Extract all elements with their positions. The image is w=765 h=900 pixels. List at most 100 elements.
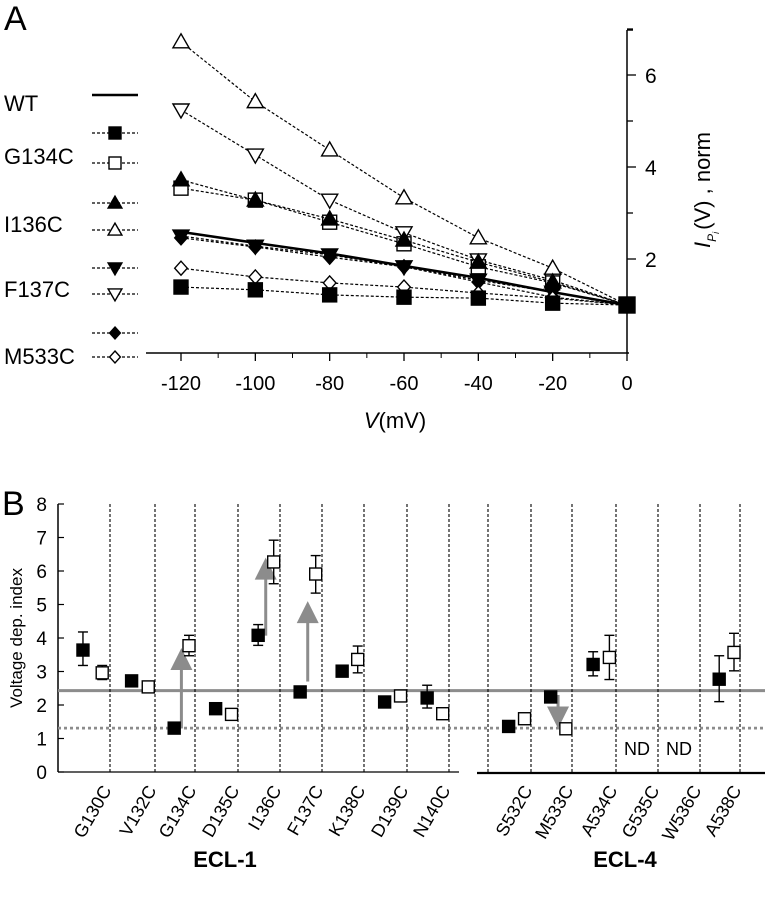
data-point-I136C-triangle-up-open [246,92,265,109]
category-label-M533C: M533C [531,782,577,842]
data-point-V132C-open [141,680,155,694]
data-point-I136C-triangle-up-filled [394,230,414,247]
data-point-M533C-diamond-filled [396,258,412,275]
data-point-F137C-filled [293,685,307,699]
category-label-K138C: K138C [325,782,370,840]
legend-marker-triangle-up-open [106,221,124,236]
y-tick-label: 8 [36,495,47,516]
arrow-head-I136C [254,557,277,580]
y-tick-label: 3 [36,663,47,684]
data-point-M533C-diamond-filled [248,238,263,256]
legend-marker-square-filled [108,126,122,140]
data-point-N140C-open [436,707,450,721]
x-tick-label: -80 [315,373,344,395]
y-tick-label: 4 [645,157,657,180]
data-point-M533C-filled [543,690,558,704]
data-point-G134C-square-filled [396,289,412,305]
data-point-K138C-filled [335,664,349,678]
data-point-S532C-filled [501,719,516,734]
panel-b-label: B [2,485,25,523]
data-point-G130C-filled [76,643,90,657]
data-point-I136C-triangle-up-open [394,188,414,205]
category-label-W536C: W536C [658,782,705,844]
panel-a-series [171,32,636,314]
data-point-G134C-square-filled [470,290,487,306]
panel-b-marks: ND ND [76,539,741,759]
data-point-G134C-square-filled [321,287,338,303]
data-point-A538C-open [727,645,741,660]
data-point-M533C-diamond-filled [322,249,337,266]
x-tick-label: 0 [621,373,632,395]
data-point-I136C-triangle-up-filled [246,190,265,207]
x-tick-label: -120 [161,373,201,395]
data-point-I136C-triangle-up-open [171,32,191,49]
category-label-D139C: D139C [367,782,412,841]
panel-b-y-axis-label: Voltage dep. index [7,568,26,708]
data-point-D135C-filled [208,701,223,716]
panel-a-x-axis-label: V(mV) [364,408,426,433]
category-label-I136C: I136C [244,782,285,834]
data-point-G134C-filled [167,721,181,735]
legend-label-M533C: M533C [4,344,75,369]
legend-marker-square-open [108,156,122,170]
data-point-A538C-filled [712,672,726,686]
data-point-M533C-diamond-filled [173,229,189,246]
data-point-I136C-triangle-up-open [469,228,488,245]
group-label-ECL-4: ECL-4 [593,847,657,872]
x-tick-label: -40 [464,373,493,395]
category-label-D135C: D135C [198,782,243,841]
category-label-A534C: A534C [577,782,622,840]
data-point-I136C-triangle-up-filled [469,252,488,269]
panel-a-legend: WT G134C I136C F137C M533C [4,91,138,369]
legend-marker-triangle-down-open [106,288,124,303]
y-tick-label: 6 [645,65,657,88]
data-point-D139C-open [393,689,408,703]
data-point-S532C-open [517,712,532,726]
panel-a-label: A [4,0,27,38]
panel-a-y-axis-label-rest: (V) , norm [690,132,715,230]
legend-label-WT: WT [4,91,38,116]
data-point-F137C-triangle-down-open [171,103,191,120]
data-point-G134C-square-filled [544,295,561,311]
data-point-G130C-open [95,666,109,680]
not-determined-label: ND [666,739,692,759]
x-tick-label: -100 [235,373,275,395]
data-point-G134C-square-filled [173,279,189,295]
y-tick-label: 7 [36,529,47,550]
data-point-I136C-triangle-up-open [543,258,562,275]
legend-marker-triangle-up-filled [106,194,124,209]
not-determined-label: ND [624,739,650,759]
data-point-M533C-diamond-open [173,260,189,277]
data-point-origin [618,296,636,314]
data-point-A534C-open [602,650,617,665]
data-point-G134C-open [182,639,196,653]
data-point-M533C-diamond-open [248,268,263,285]
data-point-I136C-filled [251,628,265,643]
data-point-F137C-triangle-down-open [246,148,265,165]
legend-label-F137C: F137C [4,277,70,302]
data-point-D139C-filled [377,695,392,709]
data-point-N140C-filled [420,691,434,705]
data-point-G134C-square-filled [247,282,264,298]
legend-marker-diamond-filled [108,325,122,341]
x-tick-label: -60 [390,373,419,395]
x-tick-label: -20 [538,373,567,395]
data-point-F137C-triangle-down-open [320,193,339,210]
y-tick-label: 2 [36,696,47,717]
data-point-I136C-triangle-up-filled [320,209,339,226]
category-label-N140C: N140C [409,782,454,841]
legend-marker-triangle-down-filled [106,262,124,277]
data-point-I136C-triangle-up-open [320,140,339,157]
data-point-I136C-open [267,555,281,569]
category-label-A538C: A538C [701,782,746,840]
category-label-G134C: G134C [155,782,201,841]
y-tick-label: 1 [36,730,47,751]
y-tick-label: 0 [36,763,47,784]
data-point-I136C-triangle-up-filled [171,170,191,187]
legend-marker-diamond-open [108,349,122,365]
panel-a-y-axis-label: IPi(V) , norm [690,132,721,248]
data-point-D135C-open [224,707,239,722]
